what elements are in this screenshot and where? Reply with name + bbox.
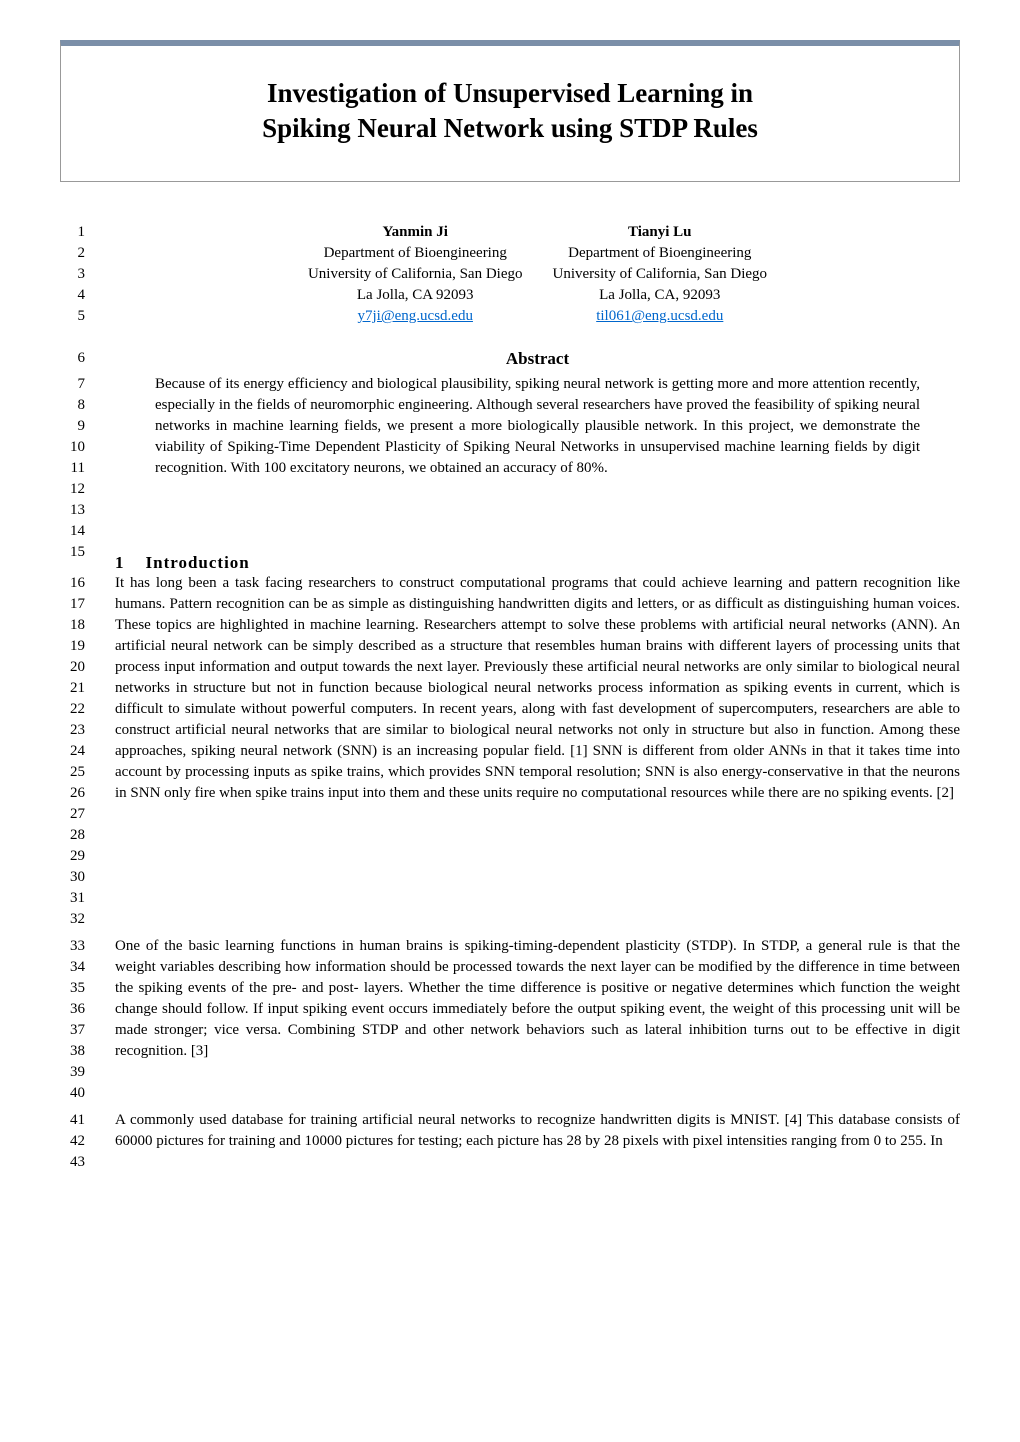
author-univ: University of California, San Diego — [553, 264, 768, 285]
line-number: 1 — [60, 222, 85, 243]
authors-content: Yanmin Ji Department of Bioengineering U… — [115, 222, 960, 327]
author-dept: Department of Bioengineering — [308, 243, 523, 264]
line-number: 4 — [60, 285, 85, 306]
paragraph-2: One of the basic learning functions in h… — [115, 936, 960, 1104]
line-number: 6 — [60, 348, 85, 369]
line-number-col: 14 — [60, 521, 85, 542]
line-number-col: 1 2 3 4 5 — [60, 222, 85, 327]
paragraph-1: It has long been a task facing researche… — [115, 573, 960, 930]
line-number: 31 — [60, 888, 85, 909]
para2-row: 33 34 35 36 37 38 39 40 One of the basic… — [60, 936, 960, 1104]
title-line-2: Spiking Neural Network using STDP Rules — [262, 113, 758, 143]
line-number: 28 — [60, 825, 85, 846]
line-number: 41 — [60, 1110, 85, 1131]
line-number: 10 — [60, 437, 85, 458]
line-number: 15 — [60, 542, 85, 563]
line-number: 34 — [60, 957, 85, 978]
line-number: 20 — [60, 657, 85, 678]
line-number-col: 15 — [60, 542, 85, 573]
abstract-heading-row: 6 Abstract — [60, 348, 960, 374]
paragraph-3: A commonly used database for training ar… — [115, 1110, 960, 1173]
line-number: 32 — [60, 909, 85, 930]
line-number: 40 — [60, 1083, 85, 1104]
line-number: 23 — [60, 720, 85, 741]
title-box: Investigation of Unsupervised Learning i… — [60, 40, 960, 182]
line-number: 29 — [60, 846, 85, 867]
author-city: La Jolla, CA, 92093 — [553, 285, 768, 306]
intro-heading-row: 15 1 Introduction — [60, 542, 960, 573]
line-number: 38 — [60, 1041, 85, 1062]
line-number: 25 — [60, 762, 85, 783]
line-number: 43 — [60, 1152, 85, 1173]
line-number: 42 — [60, 1131, 85, 1152]
line-number-col: 6 — [60, 348, 85, 374]
line-number: 27 — [60, 804, 85, 825]
line-number: 14 — [60, 521, 85, 542]
line-number: 17 — [60, 594, 85, 615]
abstract-heading-col: Abstract — [115, 348, 960, 374]
line-number-col: 33 34 35 36 37 38 39 40 — [60, 936, 85, 1104]
line-number: 16 — [60, 573, 85, 594]
spacer — [60, 327, 960, 348]
paper-title: Investigation of Unsupervised Learning i… — [81, 76, 939, 146]
line-number: 30 — [60, 867, 85, 888]
line-number: 11 — [60, 458, 85, 479]
section-number: 1 — [115, 553, 125, 572]
abstract-text: Because of its energy efficiency and bio… — [115, 374, 960, 521]
line-number: 2 — [60, 243, 85, 264]
line-number: 18 — [60, 615, 85, 636]
line-number: 37 — [60, 1020, 85, 1041]
author-email-link[interactable]: til061@eng.ucsd.edu — [596, 308, 723, 324]
line-number: 33 — [60, 936, 85, 957]
author-city: La Jolla, CA 92093 — [308, 285, 523, 306]
intro-heading-col: 1 Introduction — [115, 542, 960, 573]
line-number: 22 — [60, 699, 85, 720]
author-name: Yanmin Ji — [308, 222, 523, 243]
line-number: 8 — [60, 395, 85, 416]
line-number-col: 41 42 43 — [60, 1110, 85, 1173]
author-1: Yanmin Ji Department of Bioengineering U… — [308, 222, 523, 327]
blank-row: 14 — [60, 521, 960, 542]
line-number: 35 — [60, 978, 85, 999]
author-dept: Department of Bioengineering — [553, 243, 768, 264]
author-univ: University of California, San Diego — [308, 264, 523, 285]
line-number: 36 — [60, 999, 85, 1020]
line-number: 26 — [60, 783, 85, 804]
abstract-body-row: 7 8 9 10 11 12 13 Because of its energy … — [60, 374, 960, 521]
line-number-col: 7 8 9 10 11 12 13 — [60, 374, 85, 521]
line-number: 3 — [60, 264, 85, 285]
line-number: 13 — [60, 500, 85, 521]
line-number: 5 — [60, 306, 85, 327]
para3-row: 41 42 43 A commonly used database for tr… — [60, 1110, 960, 1173]
line-number: 9 — [60, 416, 85, 437]
authors-section: 1 2 3 4 5 Yanmin Ji Department of Bioeng… — [60, 222, 960, 327]
section-title: Introduction — [146, 553, 250, 572]
abstract-heading: Abstract — [115, 348, 960, 369]
line-number: 39 — [60, 1062, 85, 1083]
author-2: Tianyi Lu Department of Bioengineering U… — [553, 222, 768, 327]
line-number: 21 — [60, 678, 85, 699]
line-number-col: 16 17 18 19 20 21 22 23 24 25 26 27 28 2… — [60, 573, 85, 930]
blank-text — [115, 521, 960, 542]
para1-row: 16 17 18 19 20 21 22 23 24 25 26 27 28 2… — [60, 573, 960, 930]
title-line-1: Investigation of Unsupervised Learning i… — [267, 78, 753, 108]
section-heading: 1 Introduction — [115, 552, 960, 573]
author-email-link[interactable]: y7ji@eng.ucsd.edu — [357, 308, 472, 324]
line-number: 12 — [60, 479, 85, 500]
line-number: 24 — [60, 741, 85, 762]
line-number: 7 — [60, 374, 85, 395]
author-name: Tianyi Lu — [553, 222, 768, 243]
line-number: 19 — [60, 636, 85, 657]
